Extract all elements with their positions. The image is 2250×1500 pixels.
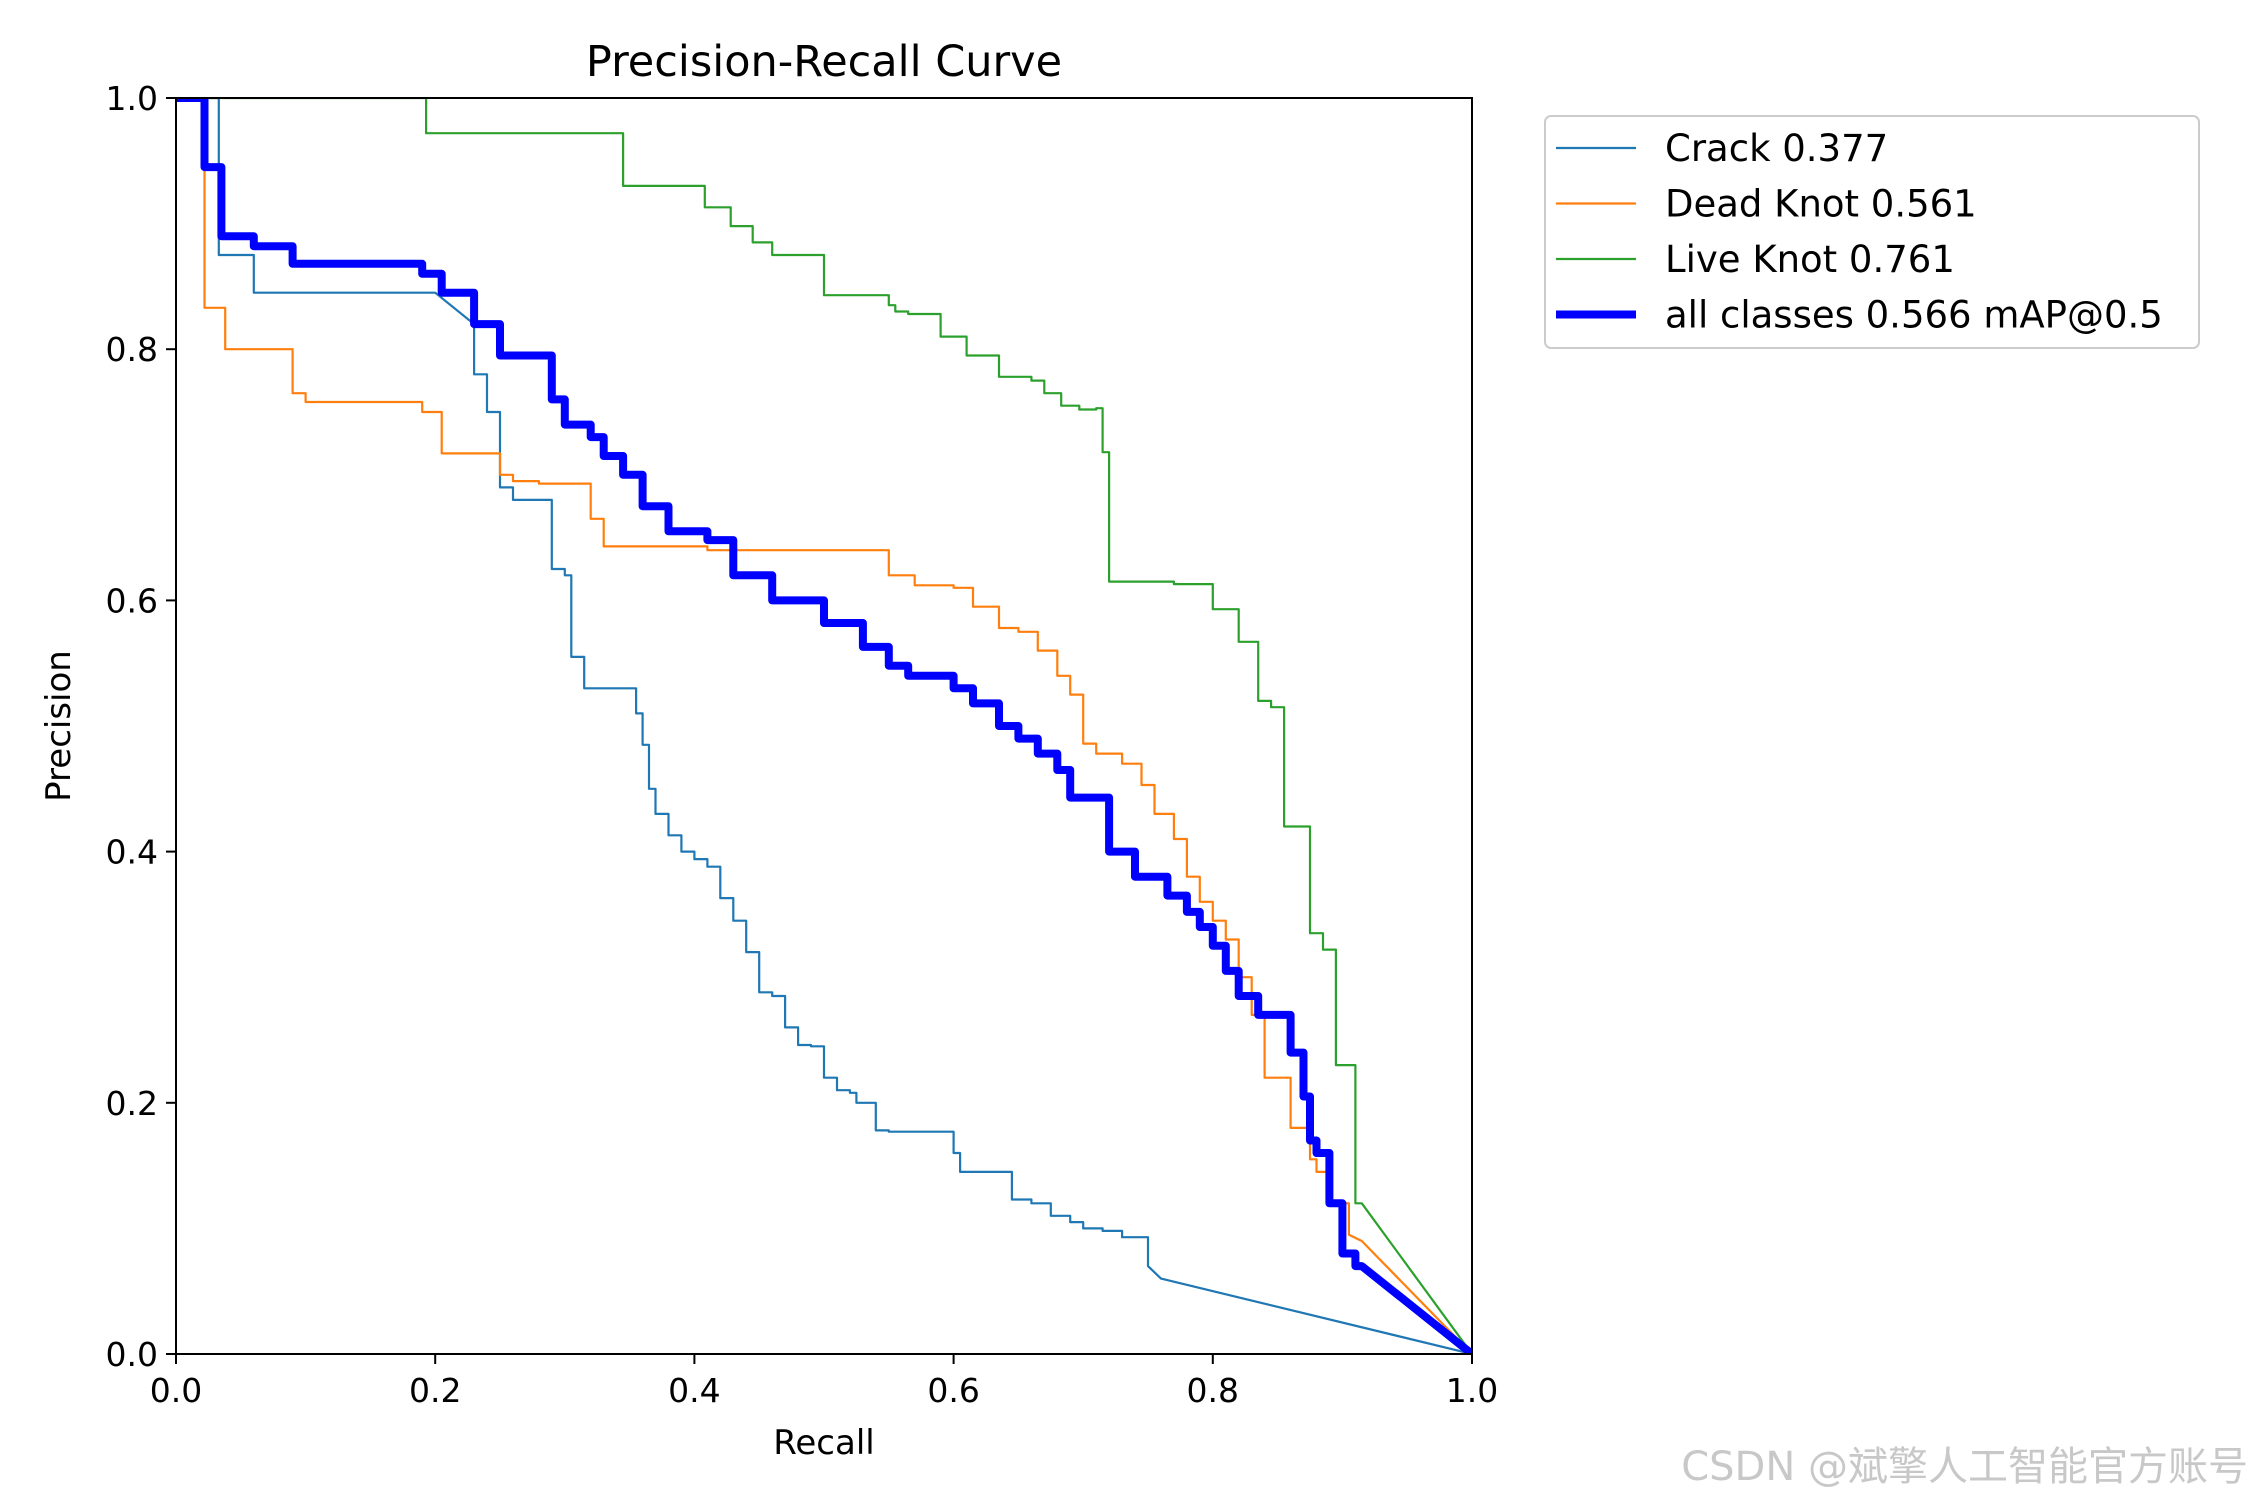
legend-label: Dead Knot 0.561 <box>1665 183 1977 226</box>
y-tick-label: 0.4 <box>106 833 158 872</box>
legend-label: Live Knot 0.761 <box>1665 238 1955 281</box>
series-line-dead <box>176 98 1472 1354</box>
x-axis-label: Recall <box>773 1423 874 1463</box>
legend-label: all classes 0.566 mAP@0.5 <box>1665 294 2163 337</box>
x-axis: 0.0 0.2 0.4 0.6 0.8 1.0 <box>150 1354 1498 1410</box>
chart-title: Precision-Recall Curve <box>586 37 1062 87</box>
x-tick-label: 0.8 <box>1187 1371 1239 1410</box>
y-axis: 0.0 0.2 0.4 0.6 0.8 1.0 <box>106 79 176 1374</box>
legend: Crack 0.377 Dead Knot 0.561 Live Knot 0.76… <box>1544 115 2200 349</box>
legend-frame <box>1544 115 2200 349</box>
watermark: CSDN @斌擎人工智能官方账号 <box>1681 1444 2248 1490</box>
y-tick-label: 0.8 <box>106 330 158 369</box>
series-group <box>176 98 1472 1354</box>
series-line-crack <box>176 98 1472 1354</box>
legend-label: Crack 0.377 <box>1665 127 1888 170</box>
x-tick-label: 1.0 <box>1446 1371 1498 1410</box>
series-line-live <box>176 98 1472 1354</box>
series-line-all-classes <box>176 98 1472 1354</box>
x-tick-label: 0.6 <box>927 1371 979 1410</box>
y-tick-label: 0.2 <box>106 1084 158 1123</box>
x-tick-label: 0.2 <box>409 1371 461 1410</box>
y-axis-label: Precision <box>39 650 79 802</box>
plot-frame <box>175 97 1473 1355</box>
plot-area <box>175 97 1473 1355</box>
y-tick-label: 1.0 <box>106 79 158 118</box>
x-tick-label: 0.0 <box>150 1371 202 1410</box>
y-tick-label: 0.6 <box>106 581 158 620</box>
x-tick-label: 0.4 <box>668 1371 720 1410</box>
y-tick-label: 0.0 <box>106 1335 158 1374</box>
